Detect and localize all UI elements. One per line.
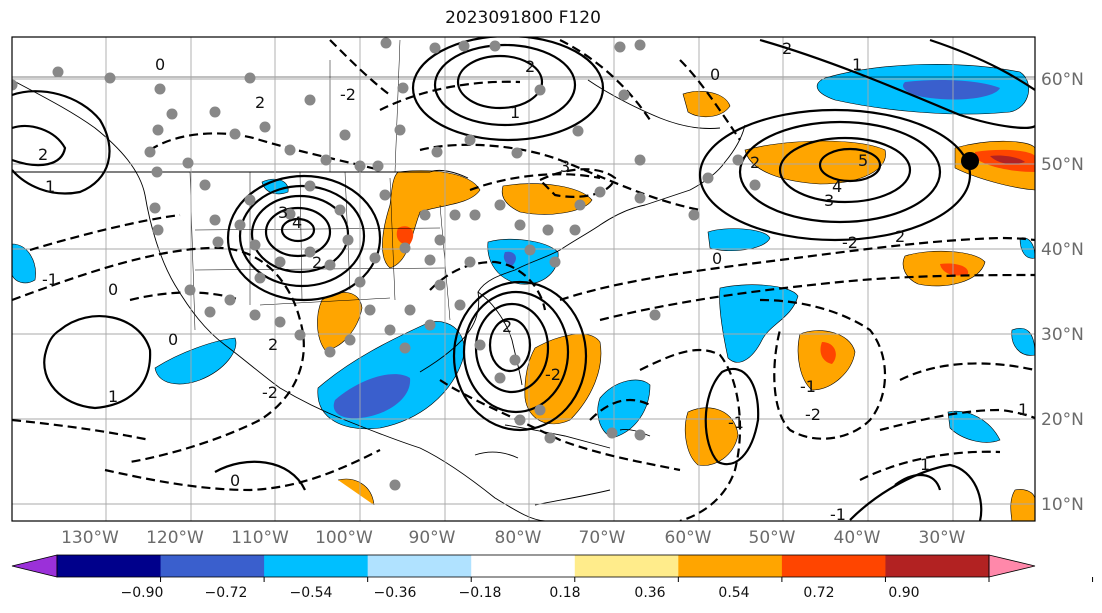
lat-label-60n: 60°N [1041, 70, 1084, 90]
contour-label: 1 [108, 387, 118, 406]
colorbar-segment [160, 555, 265, 577]
contour-label: 2 [312, 253, 322, 272]
colorbar-label: −0.54 [290, 585, 333, 601]
contour-label: 0 [108, 280, 118, 299]
contour-label: 1 [920, 455, 930, 474]
contour-label: 0 [710, 65, 720, 84]
contour-label: 2 [750, 153, 760, 172]
colorbar: −0.90 −0.72 −0.54 −0.36 −0.18 0.18 0.36 … [11, 554, 1094, 601]
lat-label-20n: 20°N [1041, 410, 1084, 430]
contour-label: -2 [545, 365, 561, 384]
colorbar-label: 0.54 [718, 585, 749, 601]
lon-label: 100°W [315, 528, 373, 548]
contour-label: 1 [1018, 400, 1028, 419]
contour-label: 2 [502, 317, 512, 336]
contour-labels: 2 2 1 0 -1 4 3 2 -2 0 1 2 3 2 1 2 5 4 3 … [38, 39, 1028, 524]
lon-label: 90°W [409, 528, 456, 548]
contour-label: 0 [155, 55, 165, 74]
contour-label: -2 [842, 233, 858, 252]
contour-label: 2 [268, 335, 278, 354]
longitude-labels: 130°W 120°W 110°W 100°W 90°W 80°W 70°W 6… [61, 528, 966, 548]
colorbar-segment [781, 555, 886, 577]
colorbar-label: 0.36 [634, 585, 665, 601]
contour-label: 0 [712, 249, 722, 268]
map-frame [11, 36, 1036, 522]
contour-label: 5 [858, 151, 868, 170]
colorbar-label: −0.18 [459, 585, 502, 601]
contour-label: 1 [45, 177, 55, 196]
colorbar-extend-max [988, 554, 1036, 578]
lon-label: 50°W [749, 528, 796, 548]
contour-label: 4 [832, 177, 842, 196]
lon-label: 110°W [231, 528, 289, 548]
contour-label: 2 [38, 145, 48, 164]
contour-label: 3 [278, 203, 288, 222]
colorbar-segment [574, 555, 679, 577]
contour-label: -2 [340, 85, 356, 104]
lon-label: 70°W [579, 528, 626, 548]
lon-label: 30°W [919, 528, 966, 548]
colorbar-extend-min [11, 554, 58, 578]
colorbar-segment [367, 555, 472, 577]
contour-label: 2 [782, 39, 792, 58]
colorbar-label: 0.72 [803, 585, 834, 601]
colorbar-segment [885, 555, 990, 577]
solid-contours [12, 37, 1035, 521]
station-dots [12, 37, 761, 491]
cyclone-center-marker [961, 152, 979, 170]
contour-label: 0 [230, 471, 240, 490]
latitude-labels: 10°N 20°N 30°N 40°N 50°N 60°N [1041, 70, 1084, 515]
contour-label: 0 [168, 330, 178, 349]
colorbar-label: 0.90 [888, 585, 919, 601]
contour-label: 1 [852, 55, 862, 74]
lon-label: 40°W [834, 528, 881, 548]
contour-label: -2 [805, 405, 821, 424]
colorbar-tick-labels: −0.90 −0.72 −0.54 −0.36 −0.18 0.18 0.36 … [121, 585, 920, 601]
contour-label: 2 [255, 93, 265, 112]
lon-label: 60°W [665, 528, 712, 548]
dashed-contours [12, 39, 1035, 521]
colorbar-label: 0.18 [549, 585, 580, 601]
contour-label: -1 [42, 270, 58, 289]
lon-label: 120°W [146, 528, 204, 548]
colorbar-label: −0.90 [121, 585, 164, 601]
colorbar-ticks [160, 577, 1094, 582]
contour-label: 2 [895, 227, 905, 246]
colorbar-outline [56, 554, 990, 578]
lat-label-40n: 40°N [1041, 240, 1084, 260]
colorbar-segment [264, 555, 369, 577]
map-title: 2023091800 F120 [445, 8, 601, 28]
lat-label-50n: 50°N [1041, 155, 1084, 175]
colorbar-segment [57, 555, 162, 577]
colorbar-segment [678, 555, 783, 577]
contour-label: 1 [510, 103, 520, 122]
colorbar-segments [11, 554, 1036, 578]
contour-label: -2 [262, 383, 278, 402]
contour-label: 2 [525, 57, 535, 76]
contour-label: -1 [728, 413, 744, 432]
lat-label-10n: 10°N [1041, 495, 1084, 515]
colorbar-label: −0.36 [374, 585, 417, 601]
colorbar-label: −0.72 [205, 585, 248, 601]
lat-label-30n: 30°N [1041, 325, 1084, 345]
colorbar-segment [471, 555, 576, 577]
contour-label: 3 [560, 157, 570, 176]
contour-label: 3 [824, 191, 834, 210]
contour-label: 4 [292, 213, 302, 232]
lon-label: 80°W [495, 528, 542, 548]
lon-label: 130°W [61, 528, 119, 548]
contour-label: -1 [830, 505, 846, 524]
contour-label: -1 [800, 377, 816, 396]
